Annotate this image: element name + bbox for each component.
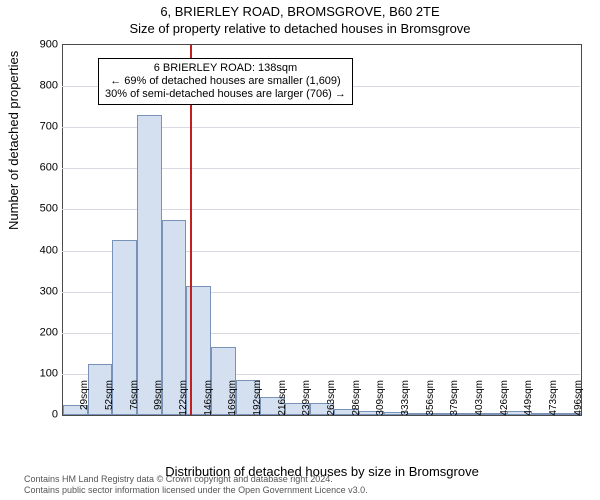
x-tick-label: 356sqm [425, 380, 436, 420]
x-tick-label: 192sqm [252, 380, 263, 420]
bar [137, 115, 162, 415]
x-tick-label: 309sqm [375, 380, 386, 420]
info-line-1: 6 BRIERLEY ROAD: 138sqm [105, 62, 346, 75]
x-tick-label: 99sqm [153, 380, 164, 420]
y-tick-label: 500 [24, 204, 58, 215]
x-tick-label: 449sqm [523, 380, 534, 420]
y-tick-label: 100 [24, 368, 58, 379]
y-tick-label: 900 [24, 40, 58, 51]
x-tick-label: 216sqm [277, 380, 288, 420]
x-tick-label: 403sqm [474, 380, 485, 420]
y-tick-label: 400 [24, 245, 58, 256]
footer-line-1: Contains HM Land Registry data © Crown c… [24, 474, 368, 485]
title-subtitle: Size of property relative to detached ho… [0, 19, 600, 40]
x-tick-label: 496sqm [573, 380, 584, 420]
x-tick-label: 52sqm [104, 380, 115, 420]
info-line-2: ← 69% of detached houses are smaller (1,… [105, 75, 346, 88]
x-tick-label: 169sqm [227, 380, 238, 420]
y-tick-label: 800 [24, 81, 58, 92]
x-tick-label: 29sqm [79, 380, 90, 420]
x-tick-label: 379sqm [449, 380, 460, 420]
x-tick-label: 146sqm [203, 380, 214, 420]
x-tick-label: 473sqm [548, 380, 559, 420]
info-line-3: 30% of semi-detached houses are larger (… [105, 88, 346, 101]
y-tick-label: 600 [24, 163, 58, 174]
x-tick-label: 333sqm [400, 380, 411, 420]
y-tick-label: 0 [24, 410, 58, 421]
page: 6, BRIERLEY ROAD, BROMSGROVE, B60 2TE Si… [0, 0, 600, 500]
x-tick-label: 263sqm [326, 380, 337, 420]
y-tick-label: 700 [24, 122, 58, 133]
x-tick-label: 286sqm [351, 380, 362, 420]
title-address: 6, BRIERLEY ROAD, BROMSGROVE, B60 2TE [0, 0, 600, 19]
x-tick-label: 76sqm [129, 380, 140, 420]
y-tick-label: 200 [24, 327, 58, 338]
x-tick-label: 122sqm [178, 380, 189, 420]
info-box: 6 BRIERLEY ROAD: 138sqm ← 69% of detache… [98, 58, 353, 105]
footer-line-2: Contains public sector information licen… [24, 485, 368, 496]
footer: Contains HM Land Registry data © Crown c… [24, 474, 368, 496]
y-axis-title: Number of detached properties [6, 51, 21, 230]
y-tick-label: 300 [24, 286, 58, 297]
chart-area: 0100200300400500600700800900 6 BRIERLEY … [62, 44, 582, 416]
x-tick-label: 239sqm [301, 380, 312, 420]
x-tick-label: 426sqm [499, 380, 510, 420]
